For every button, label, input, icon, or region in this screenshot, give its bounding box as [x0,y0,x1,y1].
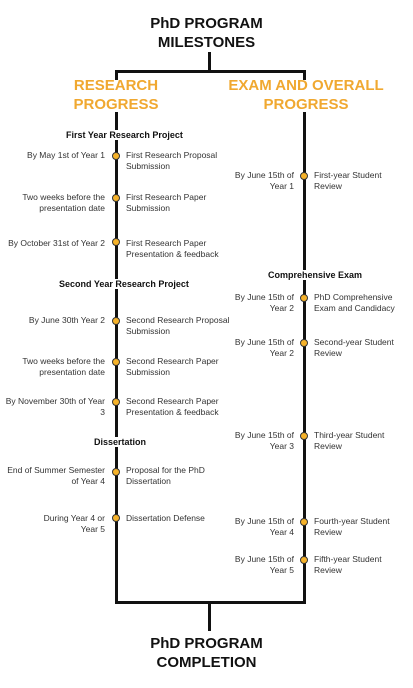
milestone-dot [112,194,120,202]
research-what-2: First Research Paper Submission [126,192,207,213]
research-when-8: During Year 4 or Year 5 [43,513,105,534]
exam-what-5: Fourth-year Student Review [314,516,390,537]
exam-when-5: By June 15th of Year 4 [234,516,294,537]
milestone-dot [300,518,308,526]
section-comprehensive-exam: Comprehensive Exam [266,270,365,280]
milestone-dot [300,432,308,440]
research-what-6: Second Research Paper Presentation & fee… [126,396,219,417]
exam-what-1: First-year Student Review [314,170,382,191]
exam-what-3: Second-year Student Review [314,337,394,358]
section-second-year-project: Second Year Research Project [57,279,191,289]
exam-what-2: PhD Comprehensive Exam and Candidacy [314,292,395,313]
bottom-stem [208,601,211,631]
research-header-line-1: RESEARCH [73,77,159,94]
milestone-dot [300,339,308,347]
research-what-1: First Research Proposal Submission [126,150,218,171]
research-when-3: By October 31st of Year 2 [8,238,105,248]
footer-line-1: PhD PROGRAM [150,635,263,652]
milestone-dot [112,514,120,522]
research-what-7: Proposal for the PhD Dissertation [126,465,205,486]
exam-what-6: Fifth-year Student Review [314,554,382,575]
milestone-dot [112,398,120,406]
research-what-3: First Research Paper Presentation & feed… [126,238,219,259]
research-when-1: By May 1st of Year 1 [27,150,105,160]
milestone-dot [112,317,120,325]
exam-what-4: Third-year Student Review [314,430,385,451]
milestone-dot [300,294,308,302]
exam-when-6: By June 15th of Year 5 [234,554,294,575]
research-what-4: Second Research Proposal Submission [126,315,230,336]
research-when-4: By June 30th Year 2 [28,315,105,325]
milestone-dot [112,468,120,476]
top-stem [208,52,211,72]
exam-timeline [303,112,306,604]
diagram-footer: PhD PROGRAM COMPLETION [0,634,413,672]
exam-when-2: By June 15th of Year 2 [234,292,294,313]
research-what-8: Dissertation Defense [126,513,205,523]
diagram-title: PhD PROGRAM MILESTONES [0,14,413,52]
milestone-dot [112,238,120,246]
exam-header-line-1: EXAM AND OVERALL [228,77,384,94]
milestone-dot [112,358,120,366]
research-when-5: Two weeks before the presentation date [22,356,105,377]
research-header: RESEARCH PROGRESS [56,76,176,114]
milestone-dot [112,152,120,160]
research-top-stub [115,70,118,80]
milestone-dot [300,556,308,564]
section-dissertation: Dissertation [92,437,149,447]
milestone-dot [300,172,308,180]
exam-when-3: By June 15th of Year 2 [234,337,294,358]
exam-when-1: By June 15th of Year 1 [234,170,294,191]
top-bar [115,70,306,73]
exam-header: EXAM AND OVERALL PROGRESS [226,76,386,114]
section-first-year-project: First Year Research Project [64,130,185,140]
research-when-2: Two weeks before the presentation date [22,192,105,213]
exam-when-4: By June 15th of Year 3 [234,430,294,451]
research-when-7: End of Summer Semester of Year 4 [7,465,105,486]
research-when-6: By November 30th of Year 3 [5,396,105,417]
footer-line-2: COMPLETION [156,654,257,671]
exam-header-line-2: PROGRESS [263,96,349,113]
title-line-1: PhD PROGRAM [150,15,263,32]
research-what-5: Second Research Paper Submission [126,356,219,377]
research-header-line-2: PROGRESS [73,96,159,113]
title-line-2: MILESTONES [157,34,256,51]
exam-top-stub [303,70,306,80]
